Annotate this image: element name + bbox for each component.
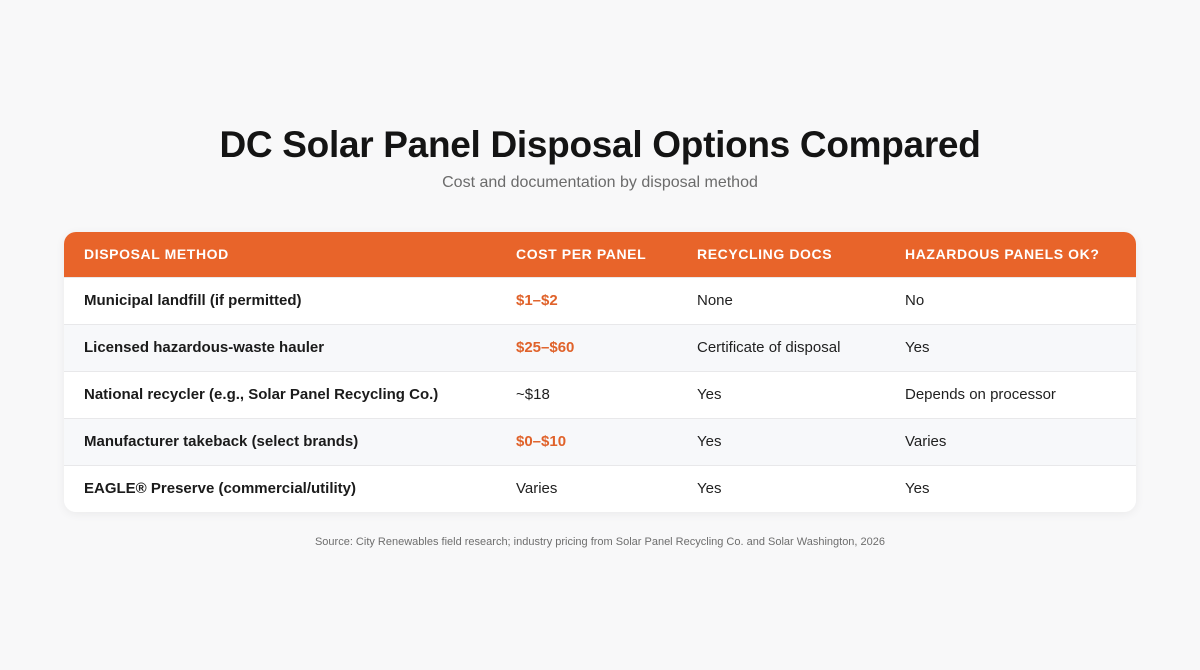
cell-hazardous-ok: Depends on processor — [905, 386, 1056, 403]
table-header-row: Disposal Method Cost Per Panel Recycling… — [64, 232, 1136, 277]
cell-cost: $25–$60 — [516, 339, 575, 356]
cell-method: EAGLE® Preserve (commercial/utility) — [84, 480, 356, 498]
table-row: National recycler (e.g., Solar Panel Rec… — [64, 371, 1136, 418]
cell-method: Manufacturer takeback (select brands) — [84, 433, 359, 450]
cell-docs: Yes — [697, 386, 722, 403]
column-header-docs: Recycling Docs — [697, 246, 833, 263]
cell-hazardous-ok: No — [905, 292, 925, 309]
source-note: Source: City Renewables field research; … — [314, 536, 886, 548]
cell-docs: Yes — [697, 480, 722, 498]
cell-hazardous-ok: Yes — [905, 480, 930, 498]
page-title: DC Solar Panel Disposal Options Compared — [219, 124, 981, 165]
cell-method: Licensed hazardous-waste hauler — [84, 339, 325, 356]
table-row: Licensed hazardous-waste hauler $25–$60 … — [64, 324, 1136, 371]
table-row: Municipal landfill (if permitted) $1–$2 … — [64, 277, 1136, 324]
cell-cost: ~$18 — [516, 386, 550, 403]
table-row: Manufacturer takeback (select brands) $0… — [64, 418, 1136, 465]
cell-docs: Certificate of disposal — [697, 339, 841, 356]
cell-docs: Yes — [697, 433, 722, 450]
page-subtitle: Cost and documentation by disposal metho… — [442, 174, 758, 191]
cell-cost: $1–$2 — [516, 292, 558, 309]
column-header-cost: Cost Per Panel — [516, 246, 647, 263]
column-header-hazardous: Hazardous Panels OK? — [905, 246, 1100, 263]
comparison-table-card: Disposal Method Cost Per Panel Recycling… — [64, 232, 1136, 512]
table-row: EAGLE® Preserve (commercial/utility) Var… — [64, 465, 1136, 512]
column-header-method: Disposal Method — [84, 246, 229, 263]
cell-docs: None — [697, 292, 733, 309]
cell-method: National recycler (e.g., Solar Panel Rec… — [84, 386, 439, 403]
comparison-table: Disposal Method Cost Per Panel Recycling… — [64, 232, 1136, 512]
cell-cost: Varies — [516, 480, 558, 498]
cell-hazardous-ok: Yes — [905, 339, 930, 356]
cell-hazardous-ok: Varies — [905, 433, 947, 450]
cell-method: Municipal landfill (if permitted) — [84, 292, 302, 309]
cell-cost: $0–$10 — [516, 433, 567, 450]
